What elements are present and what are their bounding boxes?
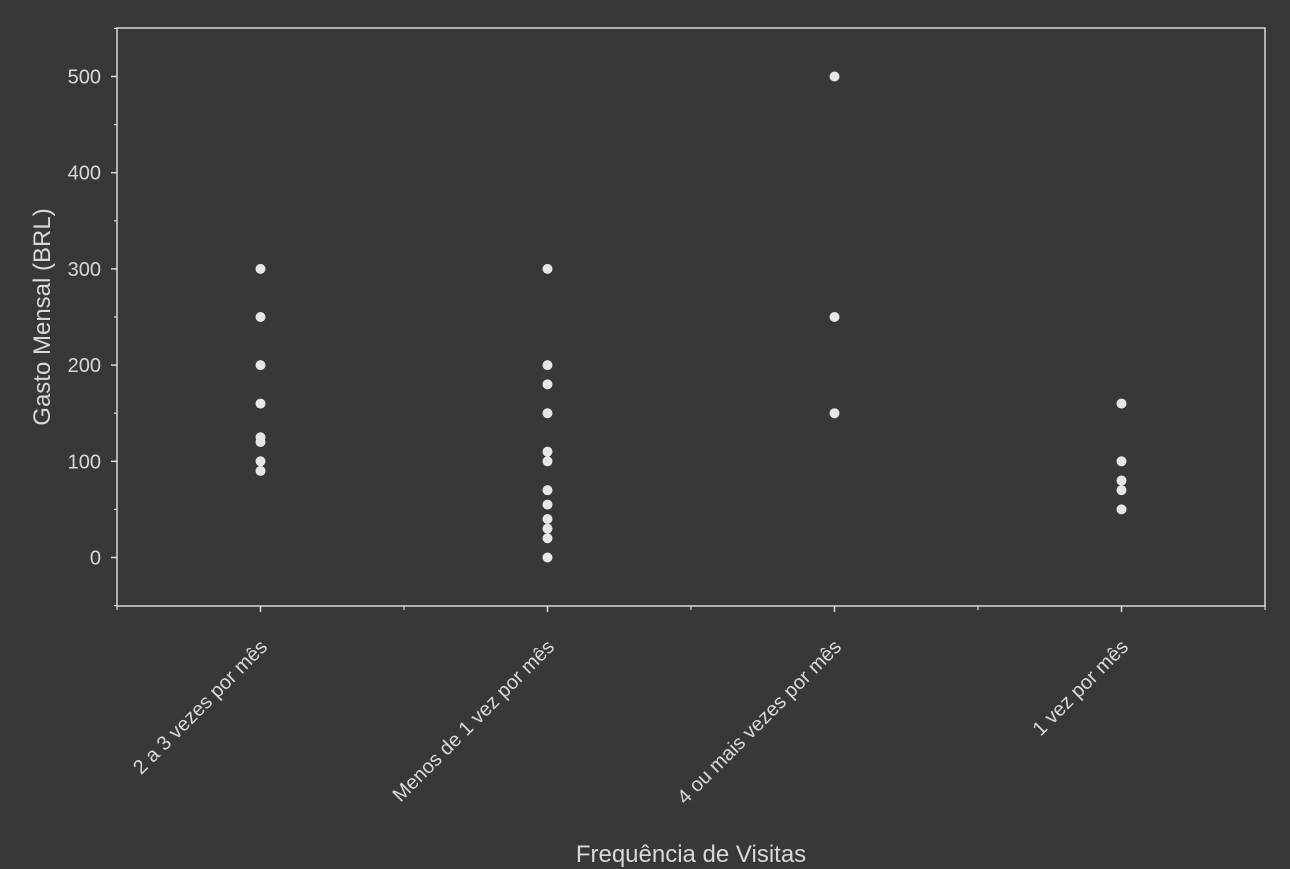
data-point [542,523,553,534]
data-point [542,533,553,544]
y-axis-title: Gasto Mensal (BRL) [29,208,56,425]
data-point [542,408,553,419]
y-tick-label: 300 [68,259,101,281]
data-point [829,408,840,419]
y-tick-label: 400 [68,163,101,185]
data-point [542,379,553,390]
y-tick-label: 200 [68,355,101,377]
data-point [255,263,266,274]
data-point [255,437,266,448]
data-point [1116,504,1127,515]
data-point [542,514,553,525]
data-point [542,552,553,563]
y-tick-label: 0 [90,548,101,570]
y-tick-label: 500 [68,67,101,89]
data-point [255,360,266,371]
data-point [542,446,553,457]
data-point [1116,398,1127,409]
data-point [255,456,266,467]
data-point [829,71,840,82]
data-point [1116,475,1127,486]
data-points [255,71,1127,563]
x-axis-title: Frequência de Visitas [576,841,806,868]
data-point [542,485,553,496]
data-point [1116,485,1127,496]
data-point [829,312,840,322]
y-tick-label: 100 [68,451,101,473]
data-point [542,456,553,467]
y-axis: 0 100 200 300 400 500 [68,27,117,607]
data-point [255,465,266,476]
data-point [1116,456,1127,467]
data-point [255,398,266,409]
data-point [255,312,266,322]
data-point [542,499,553,510]
data-point [542,360,553,371]
data-point [542,263,553,274]
